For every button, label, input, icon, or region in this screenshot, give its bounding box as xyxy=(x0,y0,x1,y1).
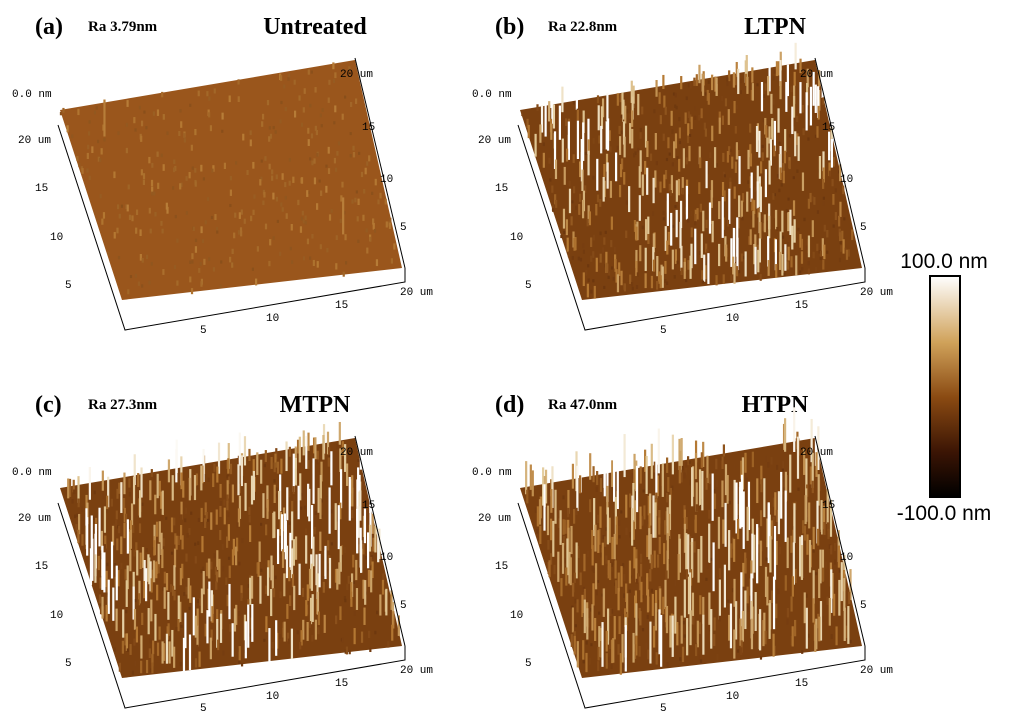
z-label: 0.0 nm xyxy=(12,89,52,101)
right-tick-label: 5 xyxy=(400,222,407,234)
panel-title: MTPN xyxy=(280,392,351,418)
bottom-tick-label: 20 um xyxy=(400,665,433,677)
bottom-tick-label: 15 xyxy=(335,678,348,690)
right-tick-label: 20 um xyxy=(800,447,833,459)
colorbar-min: -100.0 nm xyxy=(897,502,992,525)
left-tick-label: 15 xyxy=(35,561,48,573)
panel: (d) Ra 47.0nm HTPN 0.0 nm 20 um 15 10 5 5 10 15 20 … xyxy=(472,392,893,715)
right-tick-label: 5 xyxy=(400,600,407,612)
left-tick-label: 10 xyxy=(510,232,523,244)
roughness: Ra 27.3nm xyxy=(88,397,158,413)
roughness: Ra 22.8nm xyxy=(548,19,618,35)
bottom-tick-label: 5 xyxy=(660,325,667,337)
bottom-tick-label: 10 xyxy=(726,313,739,325)
colorbar xyxy=(930,276,960,497)
roughness: Ra 47.0nm xyxy=(548,397,618,413)
left-tick-label: 10 xyxy=(510,610,523,622)
right-tick-label: 10 xyxy=(840,552,853,564)
right-tick-label: 15 xyxy=(822,122,835,134)
panel-label: (b) xyxy=(495,14,524,40)
panel-label: (a) xyxy=(35,14,63,40)
bottom-tick-label: 10 xyxy=(726,691,739,703)
right-tick-label: 15 xyxy=(822,500,835,512)
right-tick-label: 20 um xyxy=(800,69,833,81)
figure: 100.0 nm -100.0 nm (a)Ra 3.79nmUntreated… xyxy=(0,0,1009,719)
left-tick-label: 10 xyxy=(50,232,63,244)
panel-title: Untreated xyxy=(263,14,367,40)
left-tick-label: 15 xyxy=(495,183,508,195)
left-tick-label: 20 um xyxy=(18,513,51,525)
bottom-tick-label: 5 xyxy=(660,703,667,715)
z-label: 0.0 nm xyxy=(472,467,512,479)
z-label: 0.0 nm xyxy=(472,89,512,101)
roughness: Ra 3.79nm xyxy=(88,19,158,35)
left-tick-label: 5 xyxy=(525,280,532,292)
bottom-tick-label: 15 xyxy=(795,678,808,690)
bottom-tick-label: 10 xyxy=(266,313,279,325)
left-tick-label: 15 xyxy=(495,561,508,573)
right-tick-label: 10 xyxy=(380,552,393,564)
left-tick-label: 20 um xyxy=(478,513,511,525)
bottom-tick-label: 20 um xyxy=(400,287,433,299)
bottom-tick-label: 20 um xyxy=(860,665,893,677)
panel: (c) Ra 27.3nm MTPN 0.0 nm 20 um 15 10 5 5 10 15 20 … xyxy=(12,392,433,715)
right-tick-label: 15 xyxy=(362,122,375,134)
right-tick-label: 10 xyxy=(380,174,393,186)
left-tick-label: 10 xyxy=(50,610,63,622)
right-tick-label: 20 um xyxy=(340,69,373,81)
bottom-tick-label: 20 um xyxy=(860,287,893,299)
panel: (b) Ra 22.8nm LTPN 0.0 nm 20 um 15 10 5 5 10 15 20 … xyxy=(472,14,893,337)
panel-label: (c) xyxy=(35,392,62,418)
colorbar-max: 100.0 nm xyxy=(900,250,988,273)
bottom-tick-label: 10 xyxy=(266,691,279,703)
bottom-tick-label: 5 xyxy=(200,325,207,337)
panel-label: (d) xyxy=(495,392,524,418)
left-tick-label: 5 xyxy=(65,658,72,670)
left-tick-label: 15 xyxy=(35,183,48,195)
bottom-tick-label: 15 xyxy=(335,300,348,312)
panel-title: HTPN xyxy=(742,392,809,418)
right-tick-label: 5 xyxy=(860,222,867,234)
bottom-tick-label: 15 xyxy=(795,300,808,312)
panel: (a) Ra 3.79nm Untreated 0.0 nm 20 um 15 10 5 5 10… xyxy=(12,14,433,337)
left-tick-label: 20 um xyxy=(478,135,511,147)
right-tick-label: 15 xyxy=(362,500,375,512)
z-label: 0.0 nm xyxy=(12,467,52,479)
right-tick-label: 5 xyxy=(860,600,867,612)
left-tick-label: 20 um xyxy=(18,135,51,147)
bottom-tick-label: 5 xyxy=(200,703,207,715)
right-tick-label: 20 um xyxy=(340,447,373,459)
left-tick-label: 5 xyxy=(525,658,532,670)
panel-title: LTPN xyxy=(744,14,806,40)
left-tick-label: 5 xyxy=(65,280,72,292)
right-tick-label: 10 xyxy=(840,174,853,186)
